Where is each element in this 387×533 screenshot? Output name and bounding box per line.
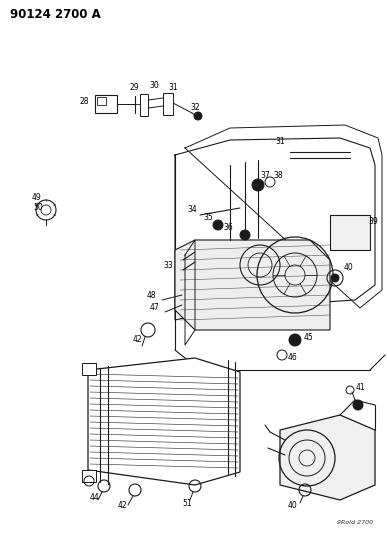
Bar [140,94,148,116]
Bar [82,470,96,482]
Bar [95,95,117,113]
Text: 40: 40 [343,263,353,272]
Text: 33: 33 [163,261,173,270]
Text: 35: 35 [203,214,213,222]
Text: 38: 38 [273,171,283,180]
Circle shape [353,400,363,410]
Circle shape [213,220,223,230]
Text: 31: 31 [168,83,178,92]
Text: 44: 44 [90,492,100,502]
Text: 49: 49 [31,192,41,201]
Polygon shape [88,358,240,485]
Text: 90124 2700 A: 90124 2700 A [10,8,101,21]
Circle shape [289,334,301,346]
Text: 37: 37 [260,171,270,180]
Text: 41: 41 [355,384,365,392]
Text: 31: 31 [275,138,285,147]
Polygon shape [175,240,330,330]
Circle shape [252,179,264,191]
Circle shape [240,230,250,240]
Text: 51: 51 [182,498,192,507]
Text: 45: 45 [303,334,313,343]
Bar [330,215,370,250]
Text: 28: 28 [79,98,89,107]
Text: 50: 50 [33,203,43,212]
Text: 46: 46 [287,353,297,362]
Bar [163,93,173,115]
Text: 47: 47 [150,303,160,312]
Text: 36: 36 [223,223,233,232]
Text: 30: 30 [149,80,159,90]
Circle shape [331,274,339,282]
Text: 39: 39 [368,217,378,227]
Text: 48: 48 [146,292,156,301]
Text: 9RoId 2700: 9RoId 2700 [337,520,373,525]
Bar [82,363,96,375]
Bar [97,97,106,105]
Text: 34: 34 [187,206,197,214]
Polygon shape [280,415,375,500]
Text: 42: 42 [117,500,127,510]
Text: 29: 29 [129,83,139,92]
Text: 42: 42 [132,335,142,344]
Text: 32: 32 [190,102,200,111]
Text: 40: 40 [288,500,298,510]
Circle shape [194,112,202,120]
